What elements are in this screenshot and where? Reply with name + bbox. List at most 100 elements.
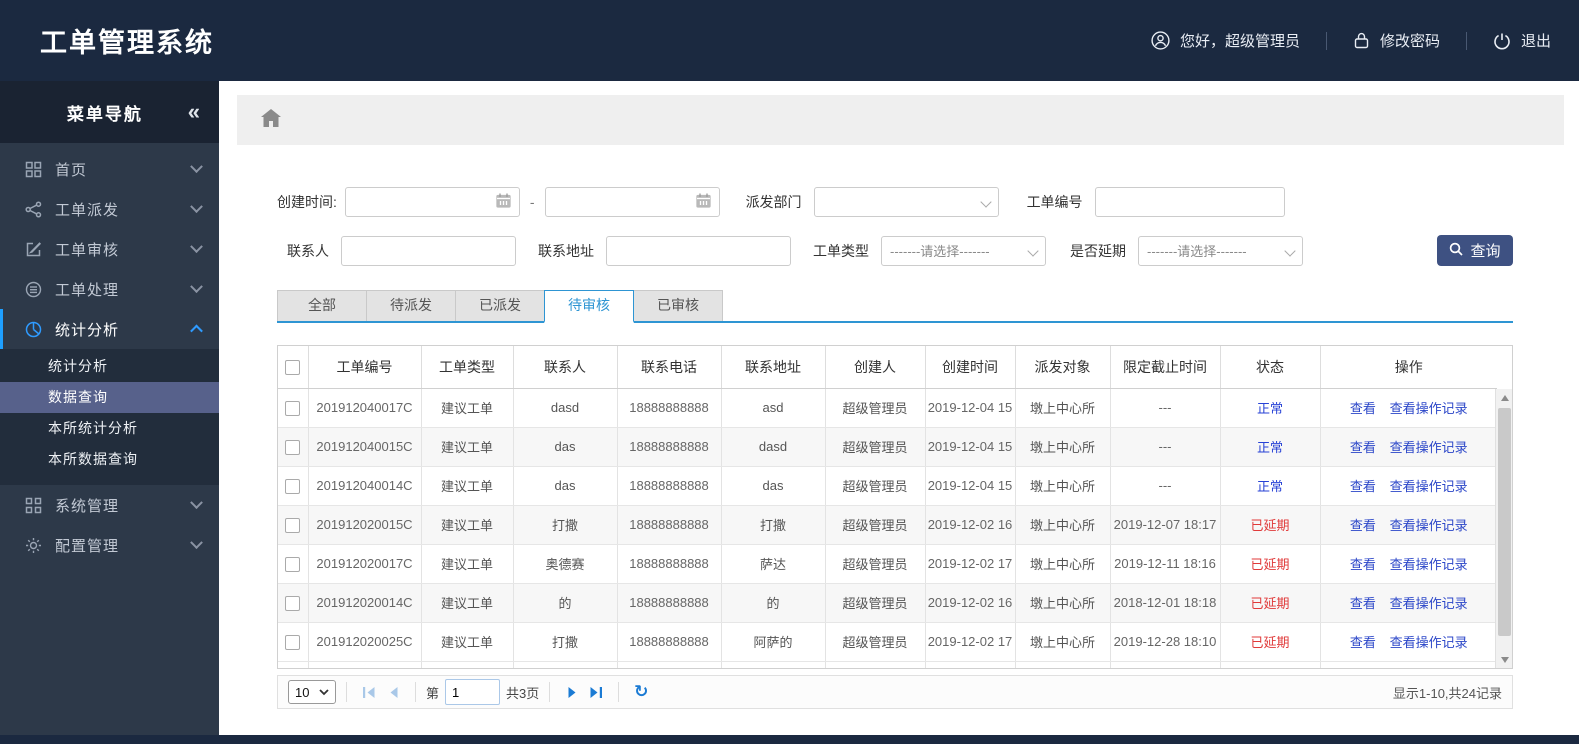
calendar-icon[interactable] [695, 193, 711, 211]
sidebar-subitem-office-statistics[interactable]: 本所统计分析 [48, 420, 138, 436]
view-link[interactable]: 查看 [1349, 479, 1376, 494]
view-link[interactable]: 查看 [1349, 518, 1376, 533]
contact-cell: 的 [513, 583, 618, 623]
sidebar-item-system[interactable]: 系统管理 [0, 485, 219, 525]
breadcrumb [237, 95, 1564, 145]
refresh-icon[interactable]: ↻ [634, 682, 649, 701]
table-row[interactable]: 201912040017C 建议工单 dasd 18888888888 asd … [278, 388, 1497, 428]
order-type-select[interactable]: -------请选择------- [881, 235, 1046, 266]
sidebar-item-process[interactable]: 工单处理 [0, 269, 219, 309]
last-page-button[interactable] [584, 680, 608, 704]
sidebar-item-label: 工单审核 [55, 241, 120, 259]
tab-pending-dispatch[interactable]: 待派发 [366, 290, 456, 321]
order-type-label: 工单类型 [813, 242, 869, 259]
change-password-button[interactable]: 修改密码 [1353, 30, 1440, 51]
order-no-cell: 201912020017C [308, 544, 422, 584]
select-all-checkbox[interactable] [285, 360, 301, 376]
row-checkbox[interactable] [285, 439, 301, 455]
sidebar-item-home[interactable]: 首页 [0, 149, 219, 189]
delay-select[interactable]: -------请选择------- [1138, 235, 1303, 266]
next-page-button[interactable] [560, 680, 584, 704]
view-link[interactable]: 查看 [1349, 557, 1376, 572]
order-no-input[interactable] [1103, 194, 1276, 210]
view-log-link[interactable]: 查看操作记录 [1389, 635, 1468, 650]
scroll-up-icon[interactable] [1496, 389, 1512, 406]
row-checkbox[interactable] [285, 634, 301, 650]
order-type-value: -------请选择------- [890, 244, 990, 259]
select-all-header [278, 346, 309, 389]
table-scrollbar[interactable] [1495, 389, 1512, 668]
contact-cell: 打撒 [513, 622, 618, 662]
table-row[interactable]: 201912020014C 建议工单 的 18888888888 的 超级管理员… [278, 583, 1497, 623]
view-log-link[interactable]: 查看操作记录 [1389, 401, 1468, 416]
scrollbar-thumb[interactable] [1498, 408, 1511, 636]
sidebar-item-statistics[interactable]: 统计分析 [0, 309, 219, 349]
record-summary: 显示1-10,共24记录 [1392, 685, 1502, 701]
table-row[interactable]: 201912040014C 建议工单 das 18888888888 das 超… [278, 466, 1497, 506]
row-checkbox[interactable] [285, 595, 301, 611]
table-row[interactable]: 201912020025C 建议工单 打撒 18888888888 阿萨的 超级… [278, 622, 1497, 662]
row-checkbox[interactable] [285, 400, 301, 416]
total-pages-label: 共3页 [506, 685, 540, 701]
table-row[interactable]: 201912020015C 建议工单 打撒 18888888888 打撒 超级管… [278, 505, 1497, 545]
page-number-input[interactable] [445, 679, 501, 705]
view-link[interactable]: 查看 [1349, 401, 1376, 416]
view-log-link[interactable]: 查看操作记录 [1389, 440, 1468, 455]
view-log-link[interactable]: 查看操作记录 [1389, 518, 1468, 533]
tab-pending-review[interactable]: 待审核 [544, 290, 634, 323]
status-cell: 正常 [1220, 466, 1321, 506]
user-greeting-text: 您好，超级管理员 [1179, 33, 1300, 50]
sidebar-item-review[interactable]: 工单审核 [0, 229, 219, 269]
sidebar-subitem-data-query[interactable]: 数据查询 [0, 382, 219, 413]
create-time-start-input[interactable] [353, 194, 492, 210]
sidebar-item-config[interactable]: 配置管理 [0, 525, 219, 565]
stack-icon [23, 281, 43, 298]
row-checkbox[interactable] [285, 517, 301, 533]
create-time-end-input[interactable] [553, 194, 692, 210]
actions-cell: 查看 查看操作记录 [1320, 544, 1497, 584]
grid-icon [23, 161, 43, 178]
status-text: 正常 [1256, 401, 1283, 416]
search-button[interactable]: 查询 [1437, 235, 1513, 266]
orders-table-wrap: 工单编号 工单类型 联系人 联系电话 联系地址 创建人 创建时间 派发对象 限定… [277, 345, 1513, 669]
view-log-link[interactable]: 查看操作记录 [1389, 596, 1468, 611]
scroll-down-icon[interactable] [1496, 651, 1512, 668]
deadline-cell: --- [1110, 427, 1221, 467]
sidebar-item-dispatch[interactable]: 工单派发 [0, 189, 219, 229]
logout-button[interactable]: 退出 [1493, 30, 1551, 51]
table-row[interactable] [278, 661, 1497, 668]
home-icon[interactable] [261, 108, 281, 132]
page-size-select[interactable]: 10 [288, 680, 336, 704]
contact-cell: das [513, 466, 618, 506]
contact-label: 联系人 [287, 242, 329, 259]
table-row[interactable]: 201912040015C 建议工单 das 18888888888 dasd … [278, 427, 1497, 467]
collapse-sidebar-icon[interactable]: « [187, 99, 200, 124]
created-cell: 2019-12-04 15 [925, 427, 1016, 467]
status-cell: 已延期 [1220, 622, 1321, 662]
tab-dispatched[interactable]: 已派发 [455, 290, 545, 321]
filter-panel: 创建时间: - [277, 187, 1513, 266]
row-checkbox[interactable] [285, 478, 301, 494]
address-input[interactable] [615, 243, 782, 258]
tab-reviewed[interactable]: 已审核 [633, 290, 723, 321]
prev-page-button[interactable] [381, 680, 405, 704]
calendar-icon[interactable] [496, 193, 511, 211]
view-link[interactable]: 查看 [1349, 635, 1376, 650]
view-link[interactable]: 查看 [1349, 596, 1376, 611]
row-checkbox[interactable] [285, 556, 301, 572]
user-greeting: 您好，超级管理员 [1151, 30, 1300, 51]
contact-input[interactable] [350, 243, 507, 258]
view-log-link[interactable]: 查看操作记录 [1389, 557, 1468, 572]
table-row[interactable]: 201912020017C 建议工单 奥德赛 18888888888 萨达 超级… [278, 544, 1497, 584]
sidebar-subitem-statistics[interactable]: 统计分析 [48, 358, 108, 374]
header-actions: 您好，超级管理员 修改密码 退出 [1151, 30, 1551, 51]
footer-strip [0, 735, 1579, 744]
order-type-cell: 建议工单 [421, 544, 514, 584]
header-divider [1325, 31, 1327, 50]
dispatch-dept-select[interactable] [813, 187, 999, 217]
sidebar-subitem-office-data-query[interactable]: 本所数据查询 [48, 451, 138, 467]
tab-all[interactable]: 全部 [277, 290, 367, 321]
view-log-link[interactable]: 查看操作记录 [1389, 479, 1468, 494]
view-link[interactable]: 查看 [1349, 440, 1376, 455]
first-page-button[interactable] [357, 680, 381, 704]
